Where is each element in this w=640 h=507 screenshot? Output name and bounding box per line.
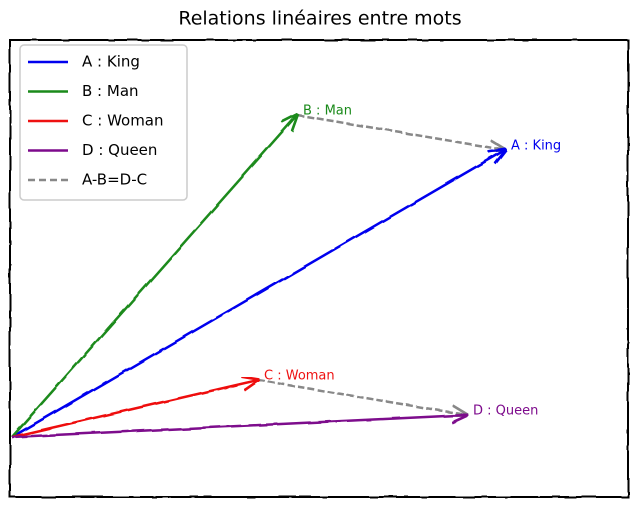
vector-line	[11, 415, 467, 439]
tip-label: A : King	[511, 139, 561, 154]
plot-frame	[9, 39, 629, 498]
vector-line	[11, 380, 258, 439]
difference-line	[257, 378, 467, 415]
chart-title: Relations linéaires entre mots	[178, 8, 461, 30]
legend-label: C : Woman	[82, 112, 164, 130]
vector-line	[11, 115, 297, 438]
tip-label: C : Woman	[264, 369, 335, 384]
difference-line	[296, 113, 505, 150]
legend-box	[19, 44, 188, 201]
legend-label: A-B=D-C	[82, 171, 147, 189]
vector-line	[11, 150, 505, 439]
legend-label: B : Man	[82, 82, 139, 100]
legend-label: A : King	[82, 53, 140, 71]
legend-label: D : Queen	[82, 141, 157, 159]
tip-label: D : Queen	[473, 404, 538, 419]
tip-label: B : Man	[303, 104, 352, 119]
